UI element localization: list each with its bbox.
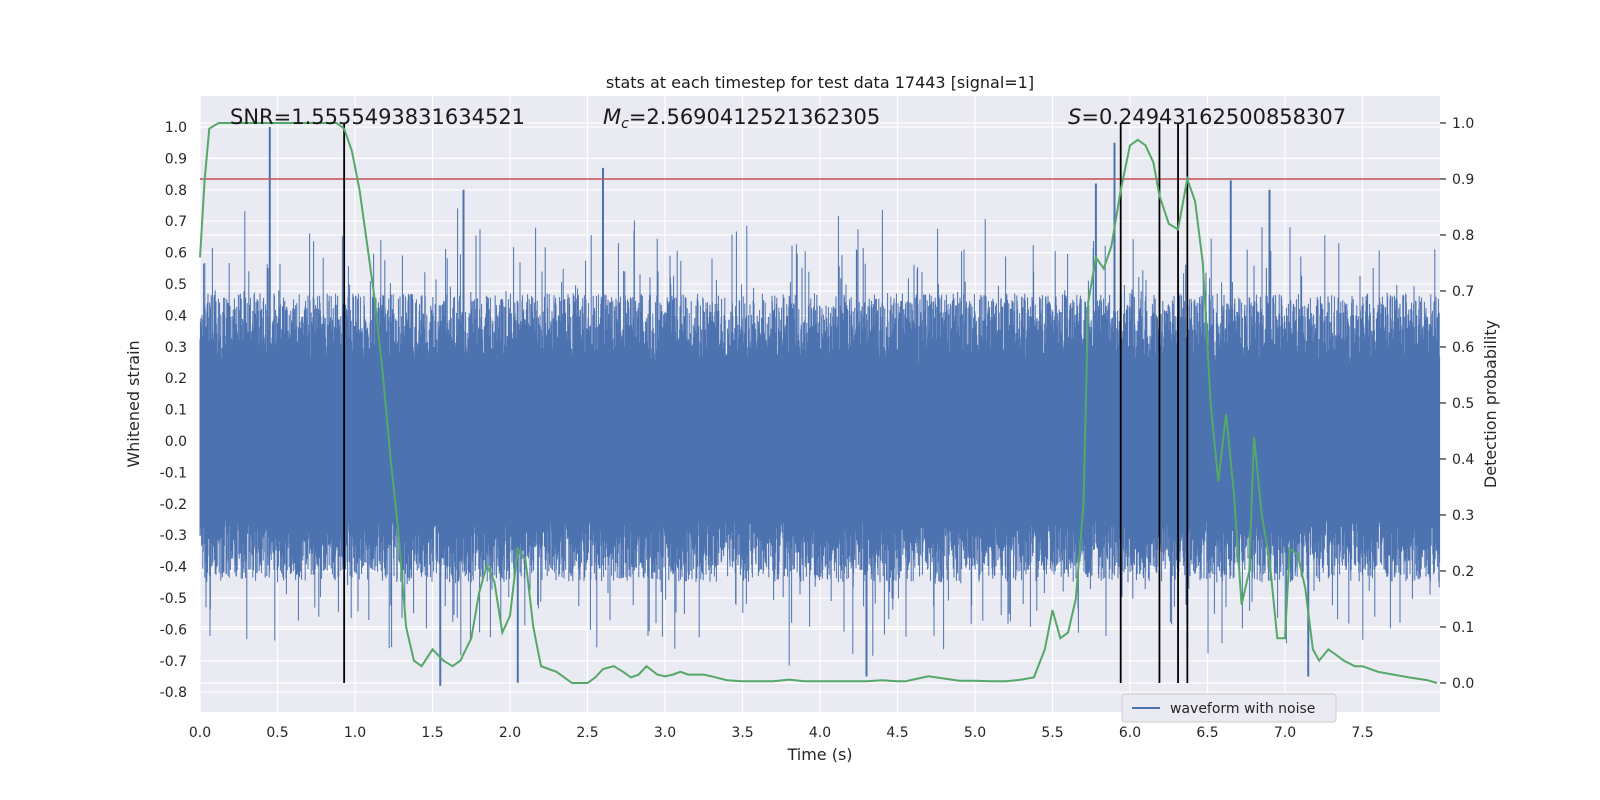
x-tick-label: 1.0	[344, 725, 366, 741]
y-left-tick-label: 0.2	[165, 371, 187, 387]
y-left-tick-label: 0.7	[165, 214, 187, 230]
x-tick-label: 5.5	[1041, 725, 1063, 741]
s-value: =0.24943162500858307	[1081, 105, 1346, 129]
y-right-tick-label: 0.0	[1452, 676, 1474, 692]
x-tick-label: 3.5	[731, 725, 753, 741]
x-tick-label: 5.0	[964, 725, 986, 741]
y-left-tick-label: -0.6	[160, 622, 187, 638]
waveform-series	[199, 127, 1441, 686]
y-left-tick-label: -0.4	[160, 560, 187, 576]
legend-box	[1121, 693, 1337, 723]
x-tick-label: 4.5	[886, 725, 908, 741]
y-right-tick-label: 0.6	[1452, 340, 1474, 356]
y-right-tick-label: 0.4	[1452, 452, 1474, 468]
x-tick-label: 0.5	[266, 725, 288, 741]
event-markers	[343, 123, 1189, 683]
x-tick-label: 2.5	[576, 725, 598, 741]
y-left-tick-label: 1.0	[165, 120, 187, 136]
mc-annotation: Mc=2.5690412521362305	[603, 105, 880, 132]
y-left-tick-label: 0.6	[165, 246, 187, 262]
y-left-tick-label: -0.3	[160, 528, 187, 544]
y-left-tick-label: -0.7	[160, 654, 187, 670]
x-tick-label: 3.0	[654, 725, 676, 741]
ticks: 0.0 0.5 1.0 1.5 2.0 2.5 3.0 3.5 4.0 4.5 5.0 5.5 6.0 6…	[160, 116, 1475, 741]
legend-label: waveform with noise	[1170, 701, 1315, 717]
x-tick-label: 0.0	[189, 725, 211, 741]
y-axis-left-label: Whitened strain	[124, 340, 143, 467]
s-symbol: S	[1068, 105, 1081, 129]
y-left-tick-label: 0.9	[165, 151, 187, 167]
x-tick-label: 1.5	[421, 725, 443, 741]
y-left-tick-label: 0.0	[165, 434, 187, 450]
x-tick-label: 4.0	[809, 725, 831, 741]
chart-title: stats at each timestep for test data 174…	[606, 73, 1034, 92]
y-left-tick-label: 0.1	[165, 403, 187, 419]
probability-series	[199, 122, 1438, 684]
mc-symbol: M	[603, 105, 621, 129]
y-left-tick-label: -0.8	[160, 685, 187, 701]
y-left-tick-label: 0.5	[165, 277, 187, 293]
y-right-tick-label: 0.1	[1452, 620, 1474, 636]
y-left-tick-label: 0.4	[165, 308, 187, 324]
y-left-tick-label: 0.3	[165, 340, 187, 356]
legend: waveform with noise	[1121, 693, 1337, 723]
y-right-tick-label: 0.3	[1452, 508, 1474, 524]
y-left-tick-label: -0.1	[160, 465, 187, 481]
waveform-noise	[199, 208, 1441, 666]
y-right-tick-label: 0.2	[1452, 564, 1474, 580]
y-left-tick-label: -0.5	[160, 591, 187, 607]
y-right-tick-label: 0.9	[1452, 172, 1474, 188]
mc-value: =2.5690412521362305	[629, 105, 880, 129]
y-left-tick-label: 0.8	[165, 183, 187, 199]
x-tick-label: 6.5	[1196, 725, 1218, 741]
x-tick-label: 7.5	[1351, 725, 1373, 741]
y-right-tick-label: 0.8	[1452, 228, 1474, 244]
s-annotation: S=0.24943162500858307	[1068, 105, 1346, 129]
y-right-tick-label: 0.7	[1452, 284, 1474, 300]
y-right-tick-label: 1.0	[1452, 116, 1474, 132]
x-tick-label: 7.0	[1274, 725, 1296, 741]
y-right-tick-label: 0.5	[1452, 396, 1474, 412]
y-axis-right-label: Detection probability	[1481, 320, 1500, 488]
snr-annotation: SNR=1.5555493831634521	[230, 105, 525, 129]
x-axis-label: Time (s)	[786, 745, 852, 764]
mc-subscript: c	[621, 116, 629, 132]
x-tick-label: 6.0	[1119, 725, 1141, 741]
x-tick-label: 2.0	[499, 725, 521, 741]
y-left-tick-label: -0.2	[160, 497, 187, 513]
